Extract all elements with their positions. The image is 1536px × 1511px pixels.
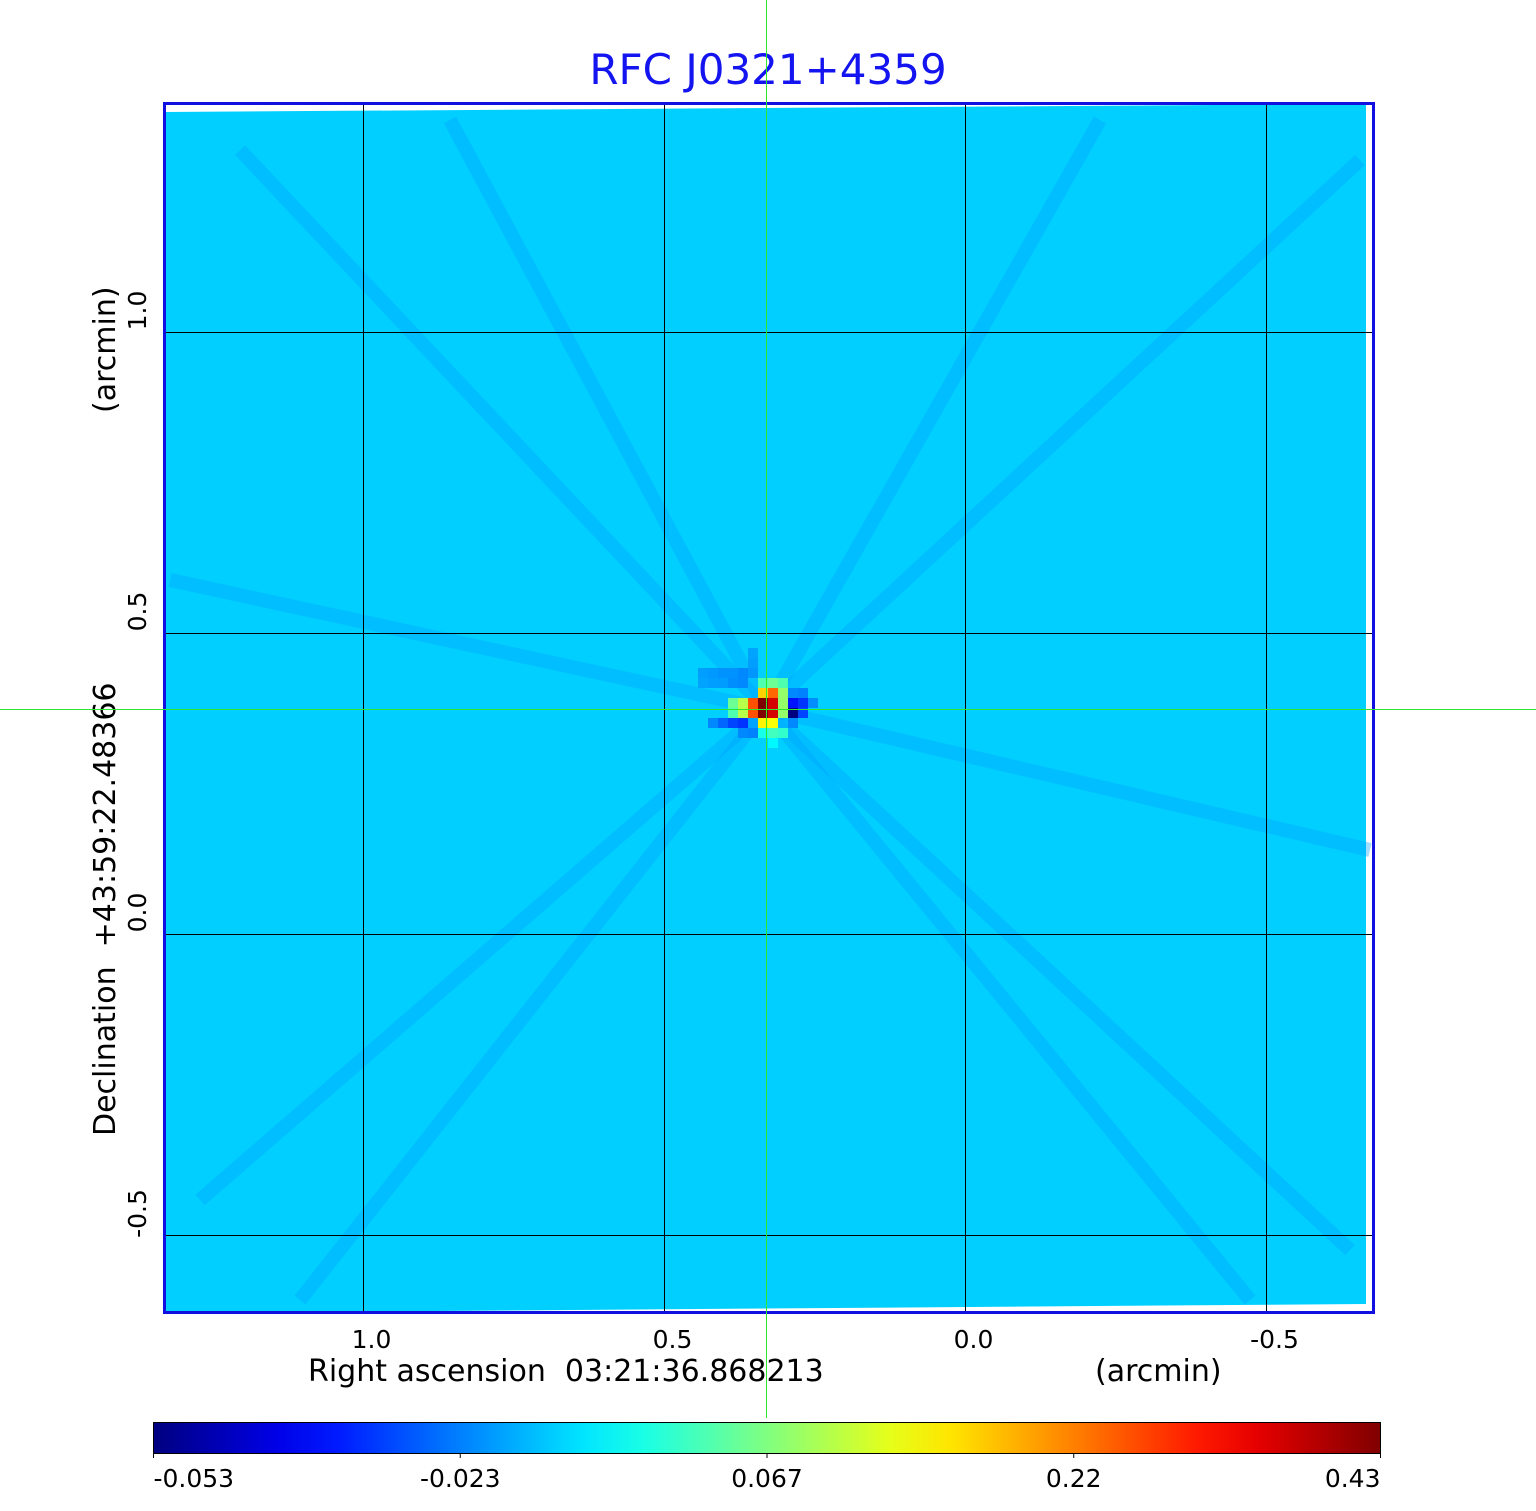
- source-pixel: [758, 708, 768, 718]
- x-tick-label: 0.0: [954, 1325, 994, 1354]
- source-pixel: [798, 708, 808, 718]
- source-pixel: [758, 678, 768, 688]
- colorbar-tick-label: 0.22: [1046, 1464, 1102, 1493]
- source-pixel: [758, 718, 768, 728]
- x-tick-labels: 1.0 0.5 0.0 -0.5: [352, 1325, 1299, 1354]
- sidelobe-streak: [761, 154, 1365, 715]
- source-pixel: [718, 678, 728, 688]
- source-pixel: [768, 738, 778, 748]
- source-pixel: [778, 678, 788, 688]
- source-pixel: [778, 728, 788, 738]
- source-pixel: [808, 698, 818, 708]
- y-tick-label: 0.5: [123, 592, 152, 632]
- source-pixel: [738, 728, 748, 738]
- sidelobe-streak: [294, 704, 772, 1305]
- source-pixel: [738, 698, 748, 708]
- x-axis-unit: (arcmin): [1095, 1354, 1222, 1389]
- colorbar-tick-label: -0.023: [420, 1464, 501, 1493]
- source-pixel: [788, 688, 798, 698]
- x-tick-label: 1.0: [352, 1325, 392, 1354]
- sidelobe-streak: [234, 145, 772, 714]
- chart-title: RFC J0321+4359: [589, 45, 946, 94]
- y-axis-label: Declination +43:59:22.48366: [88, 682, 123, 1136]
- source-pixel: [798, 698, 808, 708]
- source-pixel: [798, 688, 808, 698]
- x-tick-label: -0.5: [1250, 1325, 1299, 1354]
- source-pixel: [708, 668, 718, 678]
- source-pixel: [728, 678, 738, 688]
- source-pixel: [708, 718, 718, 728]
- sidelobe-streak: [195, 703, 771, 1206]
- source-pixel: [738, 708, 748, 718]
- x-axis-label: Right ascension 03:21:36.868213: [308, 1354, 824, 1389]
- source-pixel: [768, 698, 778, 708]
- source-pixel: [698, 668, 708, 678]
- colorbar-ticks: -0.053 -0.023 0.067 0.22 0.43: [153, 1453, 1381, 1493]
- source-pixel: [768, 728, 778, 738]
- source-pixel: [748, 718, 758, 728]
- y-axis-unit: (arcmin): [88, 286, 123, 413]
- source-pixel: [758, 728, 768, 738]
- sidelobe-streak: [764, 702, 1372, 857]
- x-tick-label: 0.5: [653, 1325, 693, 1354]
- sidelobe-streak: [759, 116, 1107, 713]
- y-tick-label: 0.0: [123, 893, 152, 933]
- source-pixel: [788, 698, 798, 708]
- sidelobe-streak: [760, 704, 1256, 1305]
- source-pixel: [778, 688, 788, 698]
- source-pixel: [768, 678, 778, 688]
- grid-lines: [164, 103, 1374, 1313]
- source-pixel: [748, 668, 758, 678]
- source-pixel: [788, 718, 798, 728]
- source-pixel: [788, 708, 798, 718]
- colorbar-tick-label: 0.43: [1325, 1464, 1381, 1493]
- y-tick-label: 1.0: [123, 291, 152, 331]
- source-pixel: [768, 708, 778, 718]
- colorbar: -0.053 -0.023 0.067 0.22 0.43: [153, 1422, 1381, 1493]
- colorbar-tick-label: -0.053: [154, 1464, 235, 1493]
- source-pixel: [748, 698, 758, 708]
- intensity-image: [166, 104, 1372, 1313]
- source-pixel: [748, 648, 758, 658]
- y-tick-labels: 1.0 0.5 0.0 -0.5: [123, 291, 152, 1238]
- sidelobe-streak: [168, 573, 768, 716]
- source-pixel: [738, 678, 748, 688]
- source-pixel: [758, 688, 768, 698]
- plot-frame: [163, 102, 1375, 1314]
- source-pixel: [708, 678, 718, 688]
- source-pixel: [748, 658, 758, 668]
- colorbar-tick-label: 0.067: [731, 1464, 803, 1493]
- source-pixel: [718, 668, 728, 678]
- source-pixel: [718, 718, 728, 728]
- source-pixel: [748, 708, 758, 718]
- colorbar-gradient: [153, 1422, 1381, 1454]
- source-pixel: [758, 698, 768, 708]
- source-pixel: [728, 698, 738, 708]
- source-pixel: [728, 718, 738, 728]
- source-pixel: [728, 708, 738, 718]
- source-pixel: [748, 728, 758, 738]
- source-pixel: [738, 668, 748, 678]
- source-pixel: [768, 688, 778, 698]
- crosshair: [0, 0, 1536, 1418]
- source-pixel: [768, 718, 778, 728]
- source-pixel: [778, 698, 788, 708]
- source-pixel: [738, 718, 748, 728]
- sidelobe-streak: [761, 703, 1355, 1256]
- source-pixel: [778, 708, 788, 718]
- y-tick-label: -0.5: [123, 1189, 152, 1238]
- sidelobe-streak: [443, 116, 773, 713]
- source-pixel: [728, 668, 738, 678]
- source-pixel: [698, 678, 708, 688]
